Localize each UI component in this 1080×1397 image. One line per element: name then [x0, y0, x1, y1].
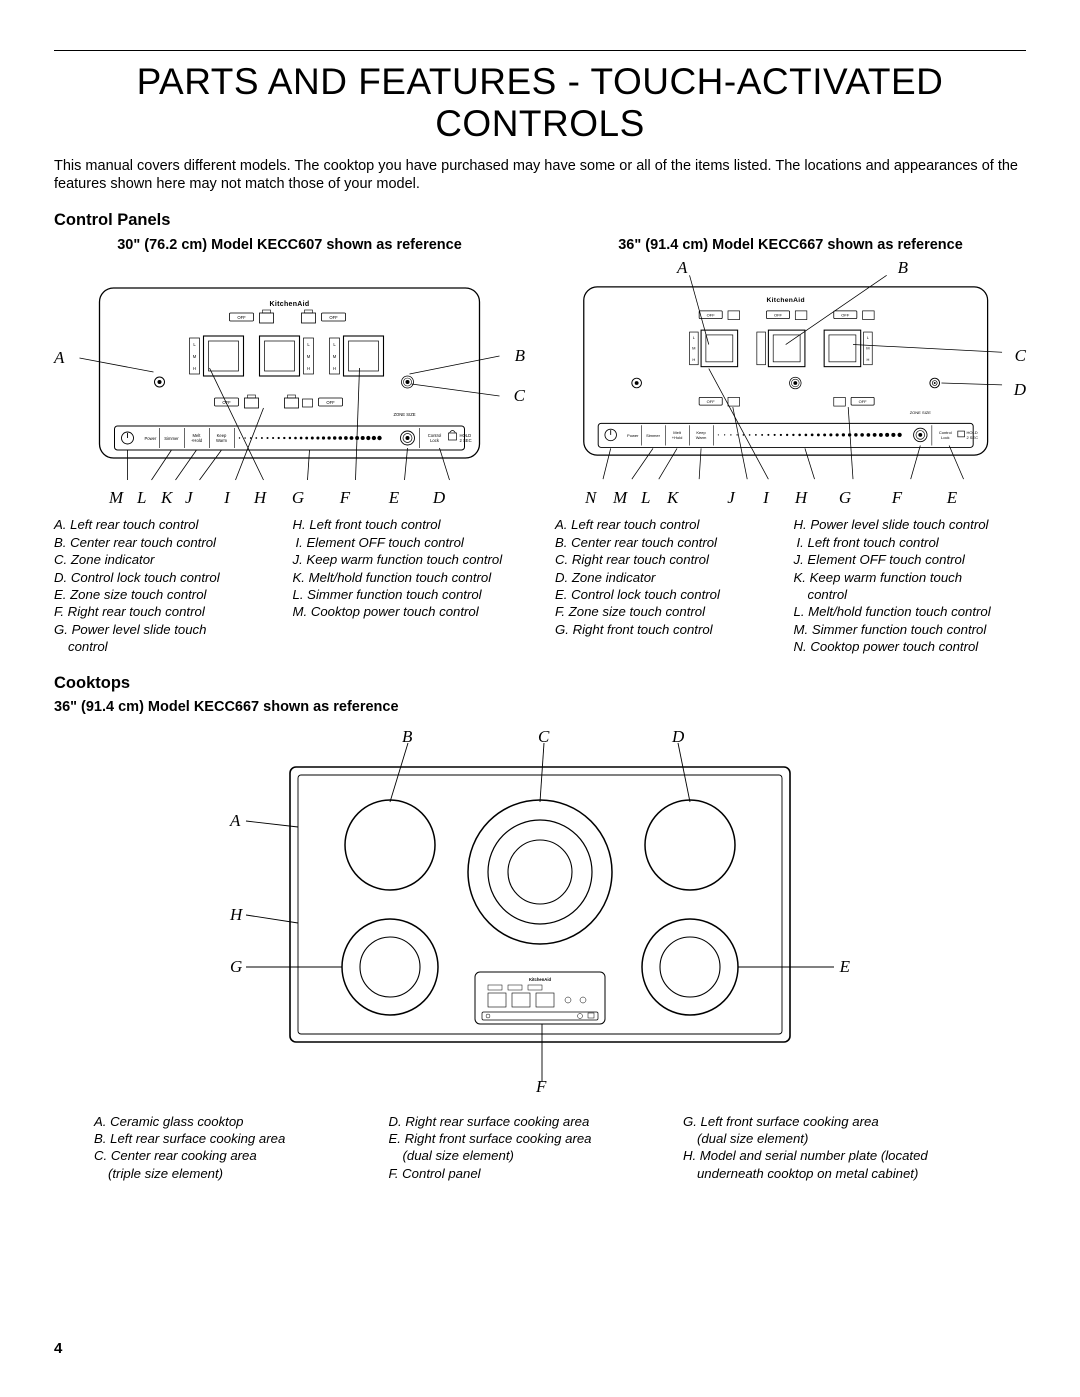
svg-text:2 SEC: 2 SEC: [966, 435, 978, 440]
panel-36-svg: KitchenAid OFF OFF OFF: [555, 258, 1026, 508]
svg-text:M: M: [692, 346, 696, 351]
svg-text:Lock: Lock: [430, 438, 440, 443]
callout-A: A: [54, 348, 64, 368]
svg-text:2 SEC: 2 SEC: [460, 438, 472, 443]
svg-text:Power: Power: [145, 436, 157, 441]
svg-text:ZONE SIZE: ZONE SIZE: [910, 410, 932, 415]
svg-text:ZONE SIZE: ZONE SIZE: [393, 412, 415, 417]
panel-30-col: 30" (76.2 cm) Model KECC607 shown as ref…: [54, 236, 525, 655]
svg-text:H: H: [193, 366, 196, 371]
svg-text:+Hold: +Hold: [191, 438, 203, 443]
panel-36-legend-left: A. Left rear touch control B. Center rea…: [555, 516, 788, 655]
svg-text:L: L: [193, 342, 196, 347]
svg-text:Simmer: Simmer: [164, 436, 179, 441]
cooktop-svg: KitchenAid: [230, 727, 850, 1097]
svg-text:L: L: [307, 342, 310, 347]
svg-text:OFF: OFF: [237, 315, 246, 320]
svg-text:KitchenAid: KitchenAid: [529, 977, 552, 982]
svg-text:L: L: [333, 342, 336, 347]
cooktops-heading: Cooktops: [54, 674, 1026, 693]
svg-text:H: H: [333, 366, 336, 371]
ct-B: B: [402, 727, 412, 747]
ct-D: D: [672, 727, 684, 747]
top-rule: [54, 50, 1026, 51]
svg-text:OFF: OFF: [326, 400, 335, 405]
svg-text:Power: Power: [627, 433, 639, 438]
svg-text:M: M: [333, 354, 337, 359]
callout-A36: A: [677, 258, 687, 278]
panel-30-header: 30" (76.2 cm) Model KECC607 shown as ref…: [117, 237, 462, 253]
ct-C: C: [538, 727, 549, 747]
intro-text: This manual covers different models. The…: [54, 157, 1026, 193]
panel-36-header: 36" (91.4 cm) Model KECC667 shown as ref…: [618, 237, 963, 253]
svg-text:KitchenAid: KitchenAid: [270, 301, 310, 308]
panel-36-bottom-letters: N M L K J I H G F E: [555, 488, 1026, 508]
svg-text:Warm: Warm: [696, 435, 707, 440]
panel-30-bottom-letters: M L K J I H G F E D: [54, 488, 525, 508]
svg-text:Lock: Lock: [941, 435, 950, 440]
svg-text:Simmer: Simmer: [646, 433, 660, 438]
panel-36-diagram: A B C D KitchenAid OFF OFF: [555, 258, 1026, 508]
svg-text:M: M: [307, 354, 311, 359]
page-number: 4: [54, 1340, 62, 1357]
ct-G: G: [230, 957, 242, 977]
cooktop-legend: A. Ceramic glass cooktop B. Left rear su…: [54, 1113, 1026, 1183]
svg-text:Warm: Warm: [216, 438, 228, 443]
ct-E: E: [840, 957, 850, 977]
svg-text:OFF: OFF: [707, 313, 716, 318]
svg-text:OFF: OFF: [707, 399, 716, 404]
callout-B: B: [515, 346, 525, 366]
callout-B36: B: [898, 258, 908, 278]
callout-C: C: [514, 386, 525, 406]
panel-36-col: 36" (91.4 cm) Model KECC667 shown as ref…: [555, 236, 1026, 655]
callout-C36: C: [1015, 346, 1026, 366]
svg-text:OFF: OFF: [859, 399, 868, 404]
svg-text:H: H: [307, 366, 310, 371]
ct-A: A: [230, 811, 240, 831]
svg-text:+Hold: +Hold: [672, 435, 683, 440]
page-title: PARTS AND FEATURES - TOUCH-ACTIVATED CON…: [54, 61, 1026, 145]
callout-D36: D: [1014, 380, 1026, 400]
cooktop-header: 36" (91.4 cm) Model KECC667 shown as ref…: [54, 699, 1026, 715]
ct-H: H: [230, 905, 242, 925]
panel-30-legend-left: A. Left rear touch control B. Center rea…: [54, 516, 287, 655]
panel-36-legend-right: H. Power level slide touch control I. Le…: [794, 516, 1027, 655]
svg-text:M: M: [866, 346, 870, 351]
cooktop-diagram: A B C D E F G H: [230, 727, 850, 1097]
panel-30-svg: KitchenAid OFF OFF: [54, 258, 525, 508]
svg-text:H: H: [692, 357, 695, 362]
panel-30-legend-right: H. Left front touch control I. Element O…: [293, 516, 526, 655]
svg-text:L: L: [867, 335, 870, 340]
svg-text:OFF: OFF: [774, 313, 783, 318]
svg-text:H: H: [866, 357, 869, 362]
control-panels-heading: Control Panels: [54, 211, 1026, 230]
ct-F: F: [536, 1077, 546, 1097]
panel-30-diagram: A B C KitchenAid OFF: [54, 258, 525, 508]
svg-text:OFF: OFF: [841, 313, 850, 318]
svg-text:L: L: [693, 335, 696, 340]
svg-text:M: M: [193, 354, 197, 359]
svg-text:KitchenAid: KitchenAid: [767, 297, 805, 304]
svg-text:OFF: OFF: [329, 315, 338, 320]
